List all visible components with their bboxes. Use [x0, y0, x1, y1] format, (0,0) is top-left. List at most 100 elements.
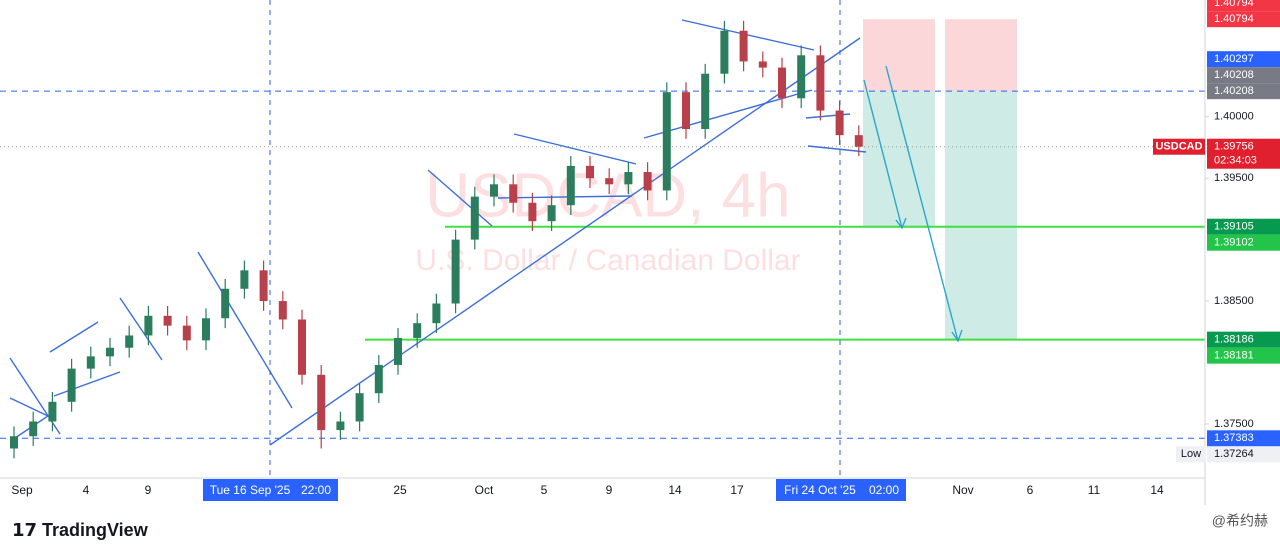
x-tick-label: 11: [1088, 483, 1101, 497]
x-tick-label: 02:00: [869, 483, 899, 497]
x-tick-label: 14: [668, 483, 682, 497]
candle-body: [125, 335, 134, 348]
y-tick-label: 1.40000: [1214, 111, 1254, 123]
x-tick-label: 9: [606, 483, 613, 497]
price-tag-label: 1.39102: [1214, 237, 1254, 249]
candle-body: [701, 73, 710, 130]
candle-body: [854, 135, 863, 147]
x-tick-label: Sep: [11, 483, 33, 497]
candle-body: [758, 61, 767, 68]
candle-body: [317, 374, 326, 431]
candle-body: [451, 239, 460, 304]
x-tick-label: 5: [541, 483, 548, 497]
price-tag-label: 1.40794: [1214, 0, 1254, 9]
price-tag: [1207, 83, 1280, 100]
candle-body: [816, 55, 825, 111]
candle-body: [144, 315, 153, 336]
candle-body: [643, 172, 652, 191]
candle-body: [394, 337, 402, 365]
candle-body: [490, 184, 498, 197]
trendline: [119, 297, 163, 361]
arrowhead: [895, 217, 907, 230]
candle-body: [298, 319, 306, 375]
arrow: [885, 65, 959, 342]
y-tick-label: 1.37500: [1214, 418, 1254, 430]
candle-body: [67, 368, 76, 402]
candle-body: [86, 356, 95, 369]
candle-body: [163, 315, 172, 326]
price-tag: [1207, 138, 1280, 169]
logo-mark: 𝟭𝟳: [12, 520, 37, 540]
price-tag: [1207, 218, 1280, 235]
candle-body: [336, 421, 345, 431]
position-zones: [863, 19, 1017, 340]
trendline: [427, 169, 493, 227]
y-tick-label: 1.39500: [1214, 172, 1254, 184]
trendline: [681, 19, 815, 51]
arrow: [863, 79, 903, 229]
candle-body: [355, 393, 364, 422]
candle-body: [624, 172, 633, 185]
trendline: [513, 133, 637, 165]
candles: [10, 20, 863, 459]
candle-body: [432, 303, 441, 324]
trendline: [497, 195, 633, 199]
logo-text: TradingView: [42, 520, 149, 540]
candle-body: [202, 318, 210, 341]
projection-arrows: [863, 65, 963, 343]
axes: 1.40000 1.39500 1.38500 1.37500 Sep 4 9 Tue 16 …: [11, 0, 1280, 501]
candle-body: [240, 270, 249, 289]
x-tick-label: 17: [730, 483, 744, 497]
candle-body: [374, 364, 383, 394]
crosshair-time-tag: [203, 479, 338, 501]
price-tag-label: 1.37264: [1214, 448, 1254, 460]
candle-body: [29, 421, 38, 437]
x-tick-label: 25: [393, 483, 407, 497]
candle-body: [182, 325, 191, 341]
candle-body: [586, 165, 594, 179]
candle-body: [605, 178, 614, 185]
candle-body: [221, 288, 230, 319]
candle-body: [528, 202, 537, 222]
candle-body: [662, 92, 671, 191]
price-tag-label: 1.40297: [1214, 53, 1254, 65]
symbol-label: USDCAD: [1155, 141, 1202, 153]
x-tick-label: 6: [1027, 483, 1034, 497]
price-tag: [1207, 51, 1280, 68]
low-name-box: [1176, 446, 1206, 463]
candle-body: [682, 92, 690, 130]
y-tick-label: 1.38500: [1214, 295, 1254, 307]
candle-body: [48, 401, 57, 422]
levels: [0, 90, 1205, 439]
candle-body: [720, 30, 729, 74]
price-tag: [1207, 234, 1280, 251]
trendline: [807, 145, 867, 153]
watermark-subtitle: U.S. Dollar / Canadian Dollar: [415, 244, 800, 277]
symbol-box: [1153, 138, 1205, 155]
price-tag: [1207, 430, 1280, 447]
candle-body: [10, 436, 18, 449]
price-tag: [1207, 11, 1280, 28]
candle-body: [797, 55, 806, 99]
price-tag: [1207, 67, 1280, 84]
candle-body: [835, 110, 844, 136]
author: @希约赫: [1212, 513, 1268, 529]
stop-zone: [945, 19, 1017, 92]
logo: 𝟭𝟳 TradingView: [12, 520, 149, 540]
x-tick-label: Fri 24 Oct '25: [784, 483, 856, 497]
target-zone: [945, 91, 1017, 340]
x-tick-label: Tue 16 Sep '25: [210, 483, 291, 497]
candle-body: [547, 205, 556, 222]
candle-body: [509, 184, 518, 203]
price-tag-label: 1.39105: [1214, 221, 1254, 233]
low-name: Low: [1181, 448, 1201, 460]
crosshair-time-tag: [776, 479, 906, 501]
price-tag-label: 1.40794: [1214, 13, 1254, 25]
stop-zone: [863, 19, 935, 92]
price-tag-label: 1.38181: [1214, 350, 1254, 362]
trendline: [269, 37, 861, 446]
candle-body: [470, 196, 479, 240]
trendline: [49, 321, 99, 353]
trendline: [9, 397, 50, 441]
